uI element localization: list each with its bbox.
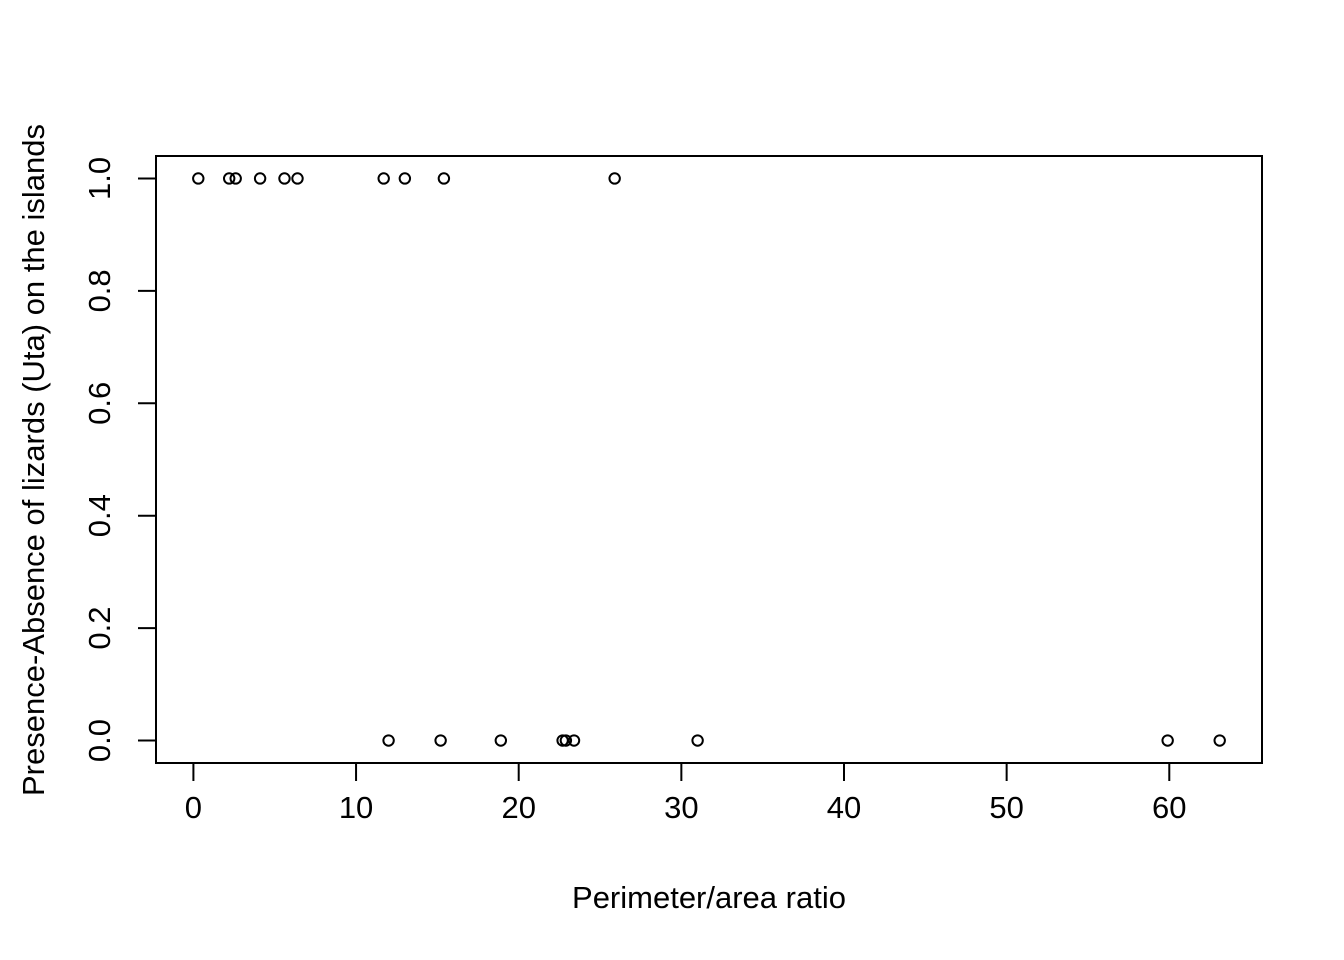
data-point [192,172,205,185]
y-tick-label: 0.4 [82,494,117,537]
x-axis-title: Perimeter/area ratio [572,880,846,915]
data-point [222,172,236,185]
x-tick-label: 0 [185,790,202,825]
data-point [567,734,581,747]
x-axis-ticks: 0 10 20 30 40 50 60 [185,763,1187,825]
data-point [434,734,447,747]
data-point [291,172,304,185]
data-point [1213,734,1226,747]
data-point [398,172,412,185]
plot-box [155,155,1263,764]
data-point [608,172,621,185]
data-point [691,734,704,747]
y-tick-label: 0.2 [82,607,117,650]
data-points [192,172,1226,747]
x-tick-label: 60 [1152,790,1186,825]
x-tick-label: 10 [339,790,373,825]
y-tick-label: 0.0 [82,719,117,762]
data-point [229,172,242,185]
data-point [1161,734,1174,747]
y-axis-title: Presence-Absence of lizards (Uta) on the… [16,124,51,796]
y-tick-label: 0.8 [82,269,117,312]
data-point [437,172,451,185]
data-point [559,734,573,747]
y-tick-label: 0.6 [82,382,117,425]
data-point [382,734,395,747]
data-point [377,172,390,185]
y-axis-ticks: 0.0 0.2 0.4 0.6 0.8 1.0 [82,157,156,762]
data-point [253,172,267,185]
x-tick-label: 30 [664,790,698,825]
data-point [494,734,508,747]
x-tick-label: 20 [501,790,535,825]
x-tick-label: 40 [827,790,861,825]
x-tick-label: 50 [989,790,1023,825]
data-point [278,172,291,185]
y-tick-label: 1.0 [82,157,117,200]
